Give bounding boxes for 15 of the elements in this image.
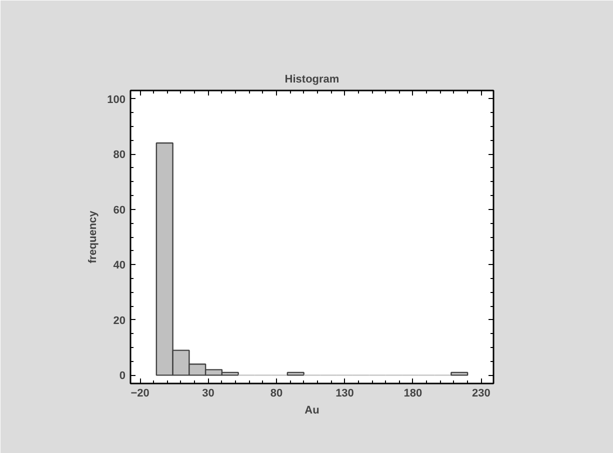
y-tick-label: 60 xyxy=(113,204,126,216)
x-tick-label: −20 xyxy=(130,388,150,400)
x-axis-title: Au xyxy=(304,404,320,416)
x-tick-label: 180 xyxy=(404,388,422,400)
y-tick-label: 40 xyxy=(113,260,126,272)
y-tick-label: 80 xyxy=(113,149,126,162)
chart-title: Histogram xyxy=(284,74,340,86)
x-tick-label: 30 xyxy=(202,388,214,400)
y-tick-label: 0 xyxy=(119,370,126,382)
y-tick-label: 20 xyxy=(113,314,126,327)
x-tick-label: 130 xyxy=(336,388,354,400)
x-tick-label: 80 xyxy=(270,388,283,400)
y-axis-title: frequency xyxy=(87,210,100,264)
y-tick-label: 100 xyxy=(107,94,126,106)
x-tick-label: 230 xyxy=(472,388,490,400)
